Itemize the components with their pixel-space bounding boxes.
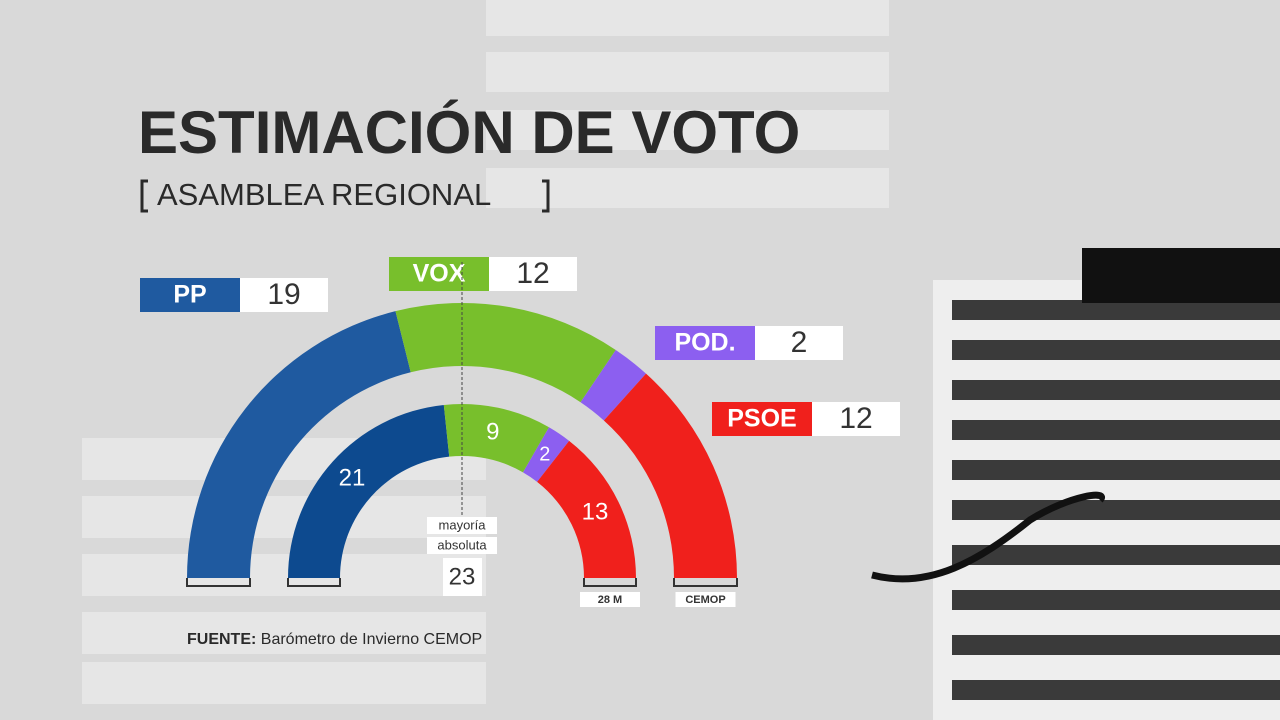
- legend-value: 19: [267, 278, 300, 311]
- data-label: 2: [539, 444, 550, 466]
- seat-segment: [443, 404, 549, 473]
- ring-base: [673, 578, 738, 587]
- legend-swatch: [140, 278, 240, 312]
- legend-swatch: [655, 326, 755, 360]
- source-text: Barómetro de Invierno CEMOP: [261, 631, 482, 648]
- ring-label-box: [580, 592, 640, 607]
- seat-segment: [537, 440, 636, 578]
- majority-label-box: [427, 537, 497, 554]
- legend-label: PSOE: [727, 405, 796, 433]
- seat-segment: [523, 427, 570, 482]
- majority-label: mayoría: [439, 517, 487, 532]
- seat-segment: [187, 311, 411, 578]
- chart-title: ESTIMACIÓN DE VOTO: [138, 99, 800, 166]
- source-label: FUENTE:: [187, 631, 256, 648]
- legend-swatch: [712, 402, 812, 436]
- legend-value: 12: [516, 257, 549, 290]
- ring-base: [186, 578, 251, 587]
- seat-segment: [395, 303, 616, 403]
- ring-base: [287, 578, 341, 587]
- legend-label: POD.: [674, 329, 735, 357]
- legend-value-box: [489, 257, 577, 291]
- legend-label: PP: [173, 281, 206, 309]
- ring-label: 28 M: [598, 594, 622, 606]
- data-label: 21: [339, 464, 366, 491]
- legend-value-box: [812, 402, 900, 436]
- ring-label: CEMOP: [685, 594, 725, 606]
- ring-label-box: [675, 592, 736, 607]
- legend-value-box: [755, 326, 843, 360]
- seat-segment: [288, 404, 450, 578]
- photo: [871, 248, 1280, 720]
- legend-swatch: [389, 257, 489, 291]
- majority-label: absoluta: [437, 537, 487, 552]
- legend-label: VOX: [413, 260, 466, 288]
- data-label: 9: [486, 419, 499, 446]
- subtitle-brackets: [140, 179, 550, 213]
- majority-label-box: [427, 517, 497, 534]
- seat-segment: [580, 350, 647, 421]
- majority-value-box: [443, 558, 482, 596]
- source: FUENTE: Barómetro de Invierno CEMOP: [187, 631, 482, 648]
- legend-value: 2: [791, 326, 808, 359]
- majority-value: 23: [449, 563, 476, 590]
- legend-value: 12: [839, 402, 872, 435]
- legend-value-box: [240, 278, 328, 312]
- data-label: 13: [582, 498, 609, 525]
- ring-base: [583, 578, 637, 587]
- chart-subtitle: ASAMBLEA REGIONAL: [157, 177, 491, 212]
- seat-segment: [603, 373, 737, 578]
